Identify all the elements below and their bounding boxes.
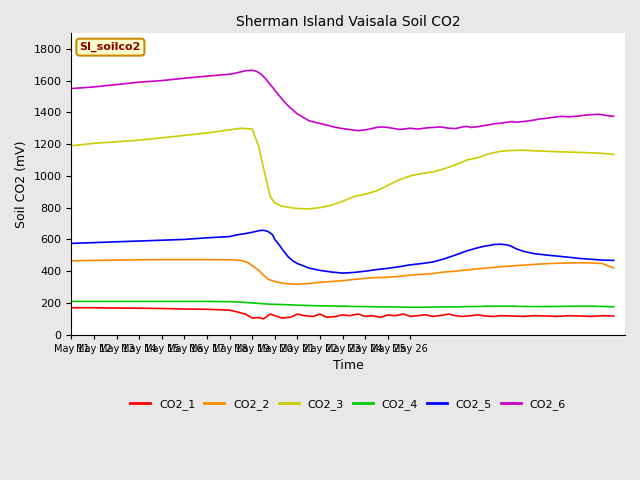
Title: Sherman Island Vaisala Soil CO2: Sherman Island Vaisala Soil CO2 (236, 15, 461, 29)
Legend: CO2_1, CO2_2, CO2_3, CO2_4, CO2_5, CO2_6: CO2_1, CO2_2, CO2_3, CO2_4, CO2_5, CO2_6 (126, 395, 570, 414)
Text: SI_soilco2: SI_soilco2 (80, 42, 141, 52)
Y-axis label: Soil CO2 (mV): Soil CO2 (mV) (15, 140, 28, 228)
X-axis label: Time: Time (333, 360, 364, 372)
